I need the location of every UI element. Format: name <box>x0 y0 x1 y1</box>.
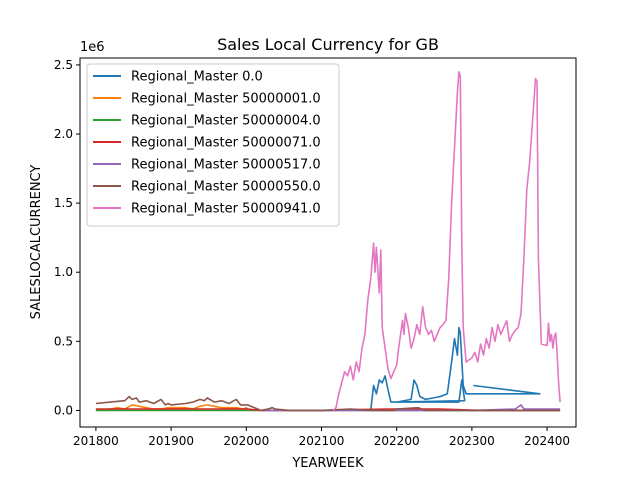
y-tick-label: 2.0 <box>54 127 73 141</box>
legend-label: Regional_Master 50000517.0 <box>131 158 321 173</box>
legend-label: Regional_Master 0.0 <box>131 70 263 85</box>
series-line-1 <box>95 404 249 412</box>
y-tick-label: 1.5 <box>54 196 73 210</box>
x-tick-label: 202400 <box>524 434 570 448</box>
legend-label: Regional_Master 50000004.0 <box>131 114 321 129</box>
legend-label: Regional_Master 50000071.0 <box>131 136 321 151</box>
y-tick-label: 0.5 <box>54 334 73 348</box>
x-tick-label: 202200 <box>374 434 420 448</box>
y-axis-label: SALESLOCALCURRENCY <box>29 165 44 320</box>
legend-label: Regional_Master 50000550.0 <box>131 180 321 195</box>
x-tick-label: 201900 <box>148 434 194 448</box>
series-line-0 <box>369 326 541 411</box>
y-tick-label: 2.5 <box>54 58 73 72</box>
legend-label: Regional_Master 50000941.0 <box>131 202 321 217</box>
plot-frame <box>79 57 577 428</box>
x-tick-label: 202000 <box>223 434 269 448</box>
y-axis-offset-text: 1e6 <box>80 40 105 55</box>
ticks-layer: 201800 201900 202000 202100 202200 202300 2024… <box>54 58 570 448</box>
x-tick-label: 202300 <box>449 434 495 448</box>
y-tick-label: 0.0 <box>54 403 73 417</box>
legend-label: Regional_Master 50000001.0 <box>131 92 321 107</box>
x-tick-label: 202100 <box>299 434 345 448</box>
x-axis-label: YEARWEEK <box>291 456 364 471</box>
y-tick-label: 1.0 <box>54 265 73 279</box>
series-line-5 <box>95 395 561 412</box>
series-line-6 <box>332 71 561 411</box>
chart-title: Sales Local Currency for GB <box>217 35 439 54</box>
series-line-4 <box>263 404 561 412</box>
legend-frame <box>86 63 340 227</box>
series-layer <box>95 71 561 412</box>
legend: Regional_Master 0.0 Regional_Master 50000… <box>86 63 340 227</box>
x-tick-label: 201800 <box>73 434 119 448</box>
